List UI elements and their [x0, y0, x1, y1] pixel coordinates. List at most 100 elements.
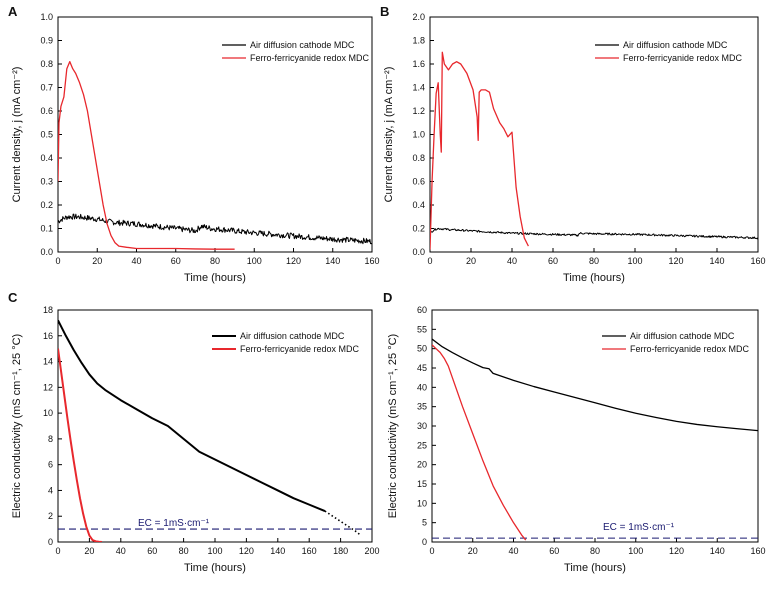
- y-tick-label: 0.4: [40, 153, 53, 163]
- y-tick-label: 0.5: [40, 130, 53, 140]
- series-line-ferro-ferricyanide: [58, 348, 103, 542]
- x-tick-label: 160: [302, 546, 317, 556]
- x-axis-title: Time (hours): [184, 562, 246, 574]
- series-extrapolation: [324, 510, 362, 537]
- y-tick-label: 0.1: [40, 224, 53, 234]
- x-tick-label: 100: [627, 256, 642, 266]
- x-tick-label: 80: [210, 256, 220, 266]
- y-axis-title: Current density, j (mA cm⁻²): [383, 67, 395, 203]
- y-tick-label: 18: [43, 305, 53, 315]
- x-tick-label: 40: [508, 546, 518, 556]
- x-tick-label: 40: [116, 546, 126, 556]
- legend-label: Air diffusion cathode MDC: [240, 331, 345, 341]
- legend-label: Air diffusion cathode MDC: [630, 331, 735, 341]
- x-tick-label: 60: [147, 546, 157, 556]
- ec-annotation: EC = 1mS·cm⁻¹: [138, 518, 210, 529]
- y-tick-label: 60: [417, 305, 427, 315]
- panel-letter: A: [8, 4, 18, 19]
- y-tick-label: 6: [48, 460, 53, 470]
- ec-annotation: EC = 1mS·cm⁻¹: [603, 522, 675, 533]
- x-tick-label: 0: [429, 546, 434, 556]
- y-tick-label: 1.6: [412, 59, 425, 69]
- x-tick-label: 140: [710, 546, 725, 556]
- series-line-ferro-ferricyanide: [432, 344, 527, 541]
- legend-label: Air diffusion cathode MDC: [250, 40, 355, 50]
- x-tick-label: 100: [628, 546, 643, 556]
- x-tick-label: 0: [427, 256, 432, 266]
- y-tick-label: 0.4: [412, 200, 425, 210]
- x-tick-label: 140: [325, 256, 340, 266]
- x-tick-label: 80: [589, 256, 599, 266]
- y-tick-label: 0.8: [412, 153, 425, 163]
- legend-label: Ferro-ferricyanide redox MDC: [630, 344, 750, 354]
- y-tick-label: 30: [417, 421, 427, 431]
- y-tick-label: 5: [422, 518, 427, 528]
- x-tick-label: 20: [84, 546, 94, 556]
- y-axis-title: Electric conductivity (mS cm⁻¹, 25 °C): [11, 334, 23, 518]
- y-tick-label: 0.8: [40, 59, 53, 69]
- y-tick-label: 50: [417, 344, 427, 354]
- chart-panel-c: C 0 20 40 60 80 100 120 140 160 180 200 0 2 4 6 8 10 12 14 1…: [8, 290, 380, 574]
- y-tick-label: 2.0: [412, 12, 425, 22]
- x-tick-label: 120: [239, 546, 254, 556]
- x-tick-label: 60: [549, 546, 559, 556]
- legend-label: Ferro-ferricyanide redox MDC: [623, 53, 743, 63]
- series-line-air-diffusion: [58, 213, 372, 245]
- chart-panel-a: A 0 20 40 60 80 100 120 140 160 0.0 0.1 0.2 0.3 0.4 0.5…: [8, 4, 380, 284]
- legend-label: Ferro-ferricyanide redox MDC: [250, 53, 370, 63]
- y-tick-label: 1.0: [412, 130, 425, 140]
- y-tick-label: 10: [43, 408, 53, 418]
- series-line-ferro-ferricyanide: [58, 61, 235, 250]
- y-tick-label: 1.0: [40, 12, 53, 22]
- x-tick-label: 0: [55, 256, 60, 266]
- y-tick-label: 0.0: [412, 247, 425, 257]
- x-tick-label: 20: [466, 256, 476, 266]
- x-tick-label: 100: [207, 546, 222, 556]
- x-tick-label: 40: [507, 256, 517, 266]
- x-tick-label: 120: [669, 546, 684, 556]
- y-tick-label: 25: [417, 440, 427, 450]
- panel-letter: D: [383, 290, 392, 305]
- y-tick-label: 0.6: [412, 177, 425, 187]
- chart-panel-b: B 0 20 40 60 80 100 120 140 160 0.0 0.2 0.4 0.6 0.8 1.0…: [380, 4, 766, 284]
- y-tick-label: 1.4: [412, 83, 425, 93]
- x-tick-label: 0: [55, 546, 60, 556]
- series-line-air-diffusion: [430, 227, 758, 240]
- y-tick-label: 0.9: [40, 36, 53, 46]
- legend-label: Air diffusion cathode MDC: [623, 40, 728, 50]
- x-tick-label: 120: [286, 256, 301, 266]
- y-axis-title: Electric conductivity (mS cm⁻¹, 25 °C): [387, 334, 399, 518]
- x-tick-label: 180: [333, 546, 348, 556]
- y-tick-label: 0.3: [40, 177, 53, 187]
- y-tick-label: 1.2: [412, 106, 425, 116]
- y-tick-label: 0.7: [40, 83, 53, 93]
- chart-panel-d: D 0 20 40 60 80 100 120 140 160 0 5 10 15 20 25 30 35 40 45…: [383, 290, 766, 574]
- y-tick-label: 10: [417, 498, 427, 508]
- series-line-ferro-ferricyanide: [430, 51, 529, 250]
- y-tick-label: 12: [43, 382, 53, 392]
- x-tick-label: 160: [364, 256, 379, 266]
- panel-letter: C: [8, 290, 18, 305]
- y-tick-label: 0.2: [412, 224, 425, 234]
- x-tick-label: 80: [590, 546, 600, 556]
- series-line-air-diffusion: [432, 338, 758, 432]
- x-tick-label: 140: [709, 256, 724, 266]
- x-axis-title: Time (hours): [564, 562, 626, 574]
- x-tick-label: 60: [171, 256, 181, 266]
- y-tick-label: 8: [48, 434, 53, 444]
- x-tick-label: 20: [92, 256, 102, 266]
- x-tick-label: 160: [750, 256, 765, 266]
- y-tick-label: 45: [417, 363, 427, 373]
- y-tick-label: 4: [48, 485, 53, 495]
- panel-letter: B: [380, 4, 389, 19]
- y-tick-label: 0: [422, 537, 427, 547]
- x-tick-label: 40: [131, 256, 141, 266]
- x-tick-label: 200: [364, 546, 379, 556]
- y-axis-title: Current density, j (mA cm⁻²): [11, 67, 23, 203]
- series-line-air-diffusion: [58, 319, 326, 512]
- y-tick-label: 55: [417, 324, 427, 334]
- y-tick-label: 15: [417, 479, 427, 489]
- y-tick-label: 40: [417, 382, 427, 392]
- x-axis-title: Time (hours): [184, 272, 246, 284]
